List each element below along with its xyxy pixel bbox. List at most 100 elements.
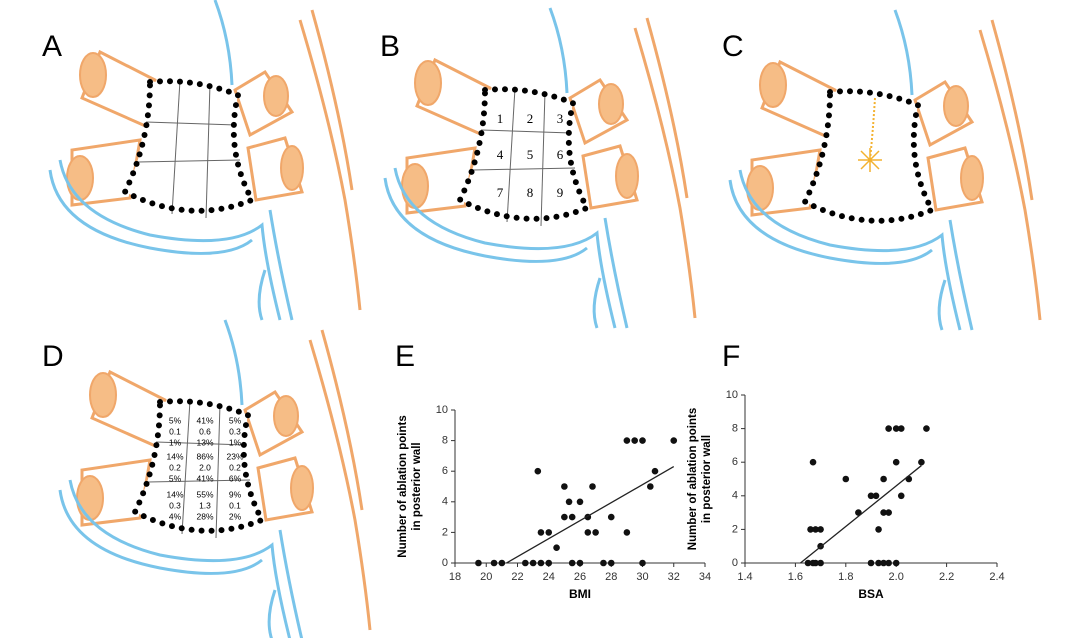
x-tick-label: 18 [449, 571, 461, 583]
cell-value: 14% [166, 451, 183, 461]
grid-line [480, 129, 572, 134]
region-number: 8 [527, 185, 534, 200]
point [812, 526, 819, 533]
cell-value: 41% [196, 415, 213, 425]
anatomy [48, 0, 362, 322]
cell-value: 14% [166, 489, 183, 499]
point [918, 458, 925, 466]
y-tick-label: 6 [442, 465, 448, 477]
cell-value: 1.3 [199, 500, 211, 510]
grid-line [215, 403, 221, 539]
cell-value: 86% [196, 451, 213, 461]
point [807, 526, 814, 533]
panel-label: D [42, 340, 64, 373]
x-tick-label: 22 [511, 571, 523, 583]
point [880, 475, 887, 483]
cell-value: 23% [226, 451, 243, 461]
grid-line [540, 91, 546, 227]
panel-label: C [722, 30, 744, 63]
y-tick-label: 10 [436, 404, 448, 416]
point [584, 529, 592, 536]
point [592, 529, 599, 536]
point [880, 509, 887, 516]
cell-value: 5% [169, 473, 182, 483]
grid-line [147, 479, 251, 483]
point [817, 526, 824, 533]
cell-value: 0.1 [229, 500, 241, 510]
point [537, 559, 545, 567]
fit-line [800, 465, 922, 564]
panel-label: A [42, 30, 62, 63]
cell-value: 0.1 [169, 426, 181, 436]
cell-value: 0.2 [229, 462, 241, 472]
point [534, 467, 542, 475]
point [651, 467, 659, 475]
x-tick-label: 34 [699, 571, 711, 583]
cell-value: 1% [169, 437, 182, 447]
point [880, 559, 887, 567]
y-axis-label: in posterior wall [701, 435, 713, 523]
y-axis-label: in posterior wall [411, 442, 423, 530]
region-number: 9 [557, 185, 564, 200]
grid-line [506, 87, 516, 223]
x-axis-label: BMI [569, 587, 591, 601]
anatomy [728, 8, 1042, 332]
dotted-outline [801, 88, 937, 224]
cell-value: 2% [229, 511, 242, 521]
point [607, 559, 615, 567]
cell-value: 55% [196, 489, 213, 499]
point [812, 559, 819, 567]
grid-line [472, 167, 576, 171]
point [623, 437, 631, 444]
point [639, 559, 646, 567]
panel-label: B [380, 30, 400, 63]
point [561, 513, 568, 521]
point [875, 559, 882, 567]
point [568, 513, 576, 521]
point [545, 529, 553, 536]
point [842, 475, 850, 483]
y-tick-label: 6 [732, 456, 738, 468]
anatomy [58, 318, 372, 638]
cell-value: 0.3 [229, 426, 241, 436]
point [623, 529, 631, 536]
point [561, 483, 568, 490]
point [905, 475, 913, 483]
point [804, 559, 812, 567]
cell-value: 0.6 [199, 426, 211, 436]
cell-value: 2.0 [199, 462, 211, 472]
y-tick-label: 8 [732, 423, 738, 435]
region-number: 4 [497, 147, 504, 162]
point [809, 458, 817, 466]
fit-line [506, 466, 675, 564]
panel-label: E [395, 340, 415, 373]
point [647, 483, 654, 490]
point [639, 437, 646, 444]
point [498, 559, 506, 567]
grid-line [137, 159, 241, 163]
panel: 1 2 3 4 5 6 7 8 9 [456, 86, 592, 227]
region-number: 5 [527, 147, 534, 162]
y-axis-label: Number of ablation points [687, 408, 699, 550]
x-tick-label: 1.4 [737, 571, 752, 583]
region-number: 7 [497, 185, 504, 200]
y-tick-label: 4 [442, 496, 448, 508]
x-tick-label: 1.6 [788, 571, 803, 583]
panel: 5%0.11%41%0.613%5%0.31%14%0.25%86%2.041%… [131, 398, 267, 539]
grid-line [181, 399, 191, 535]
point [545, 559, 553, 567]
dotted-outline [131, 398, 267, 534]
panel [801, 88, 937, 224]
cell-value: 6% [229, 473, 242, 483]
region-number: 1 [497, 111, 504, 126]
cell-value: 13% [196, 437, 213, 447]
point [885, 425, 892, 432]
region-number: 6 [557, 147, 564, 162]
y-tick-label: 0 [732, 557, 738, 569]
x-tick-label: 24 [543, 571, 555, 583]
point [576, 559, 584, 567]
cell-value: 0.3 [169, 500, 181, 510]
point [867, 559, 875, 567]
x-tick-label: 2.4 [989, 571, 1004, 583]
